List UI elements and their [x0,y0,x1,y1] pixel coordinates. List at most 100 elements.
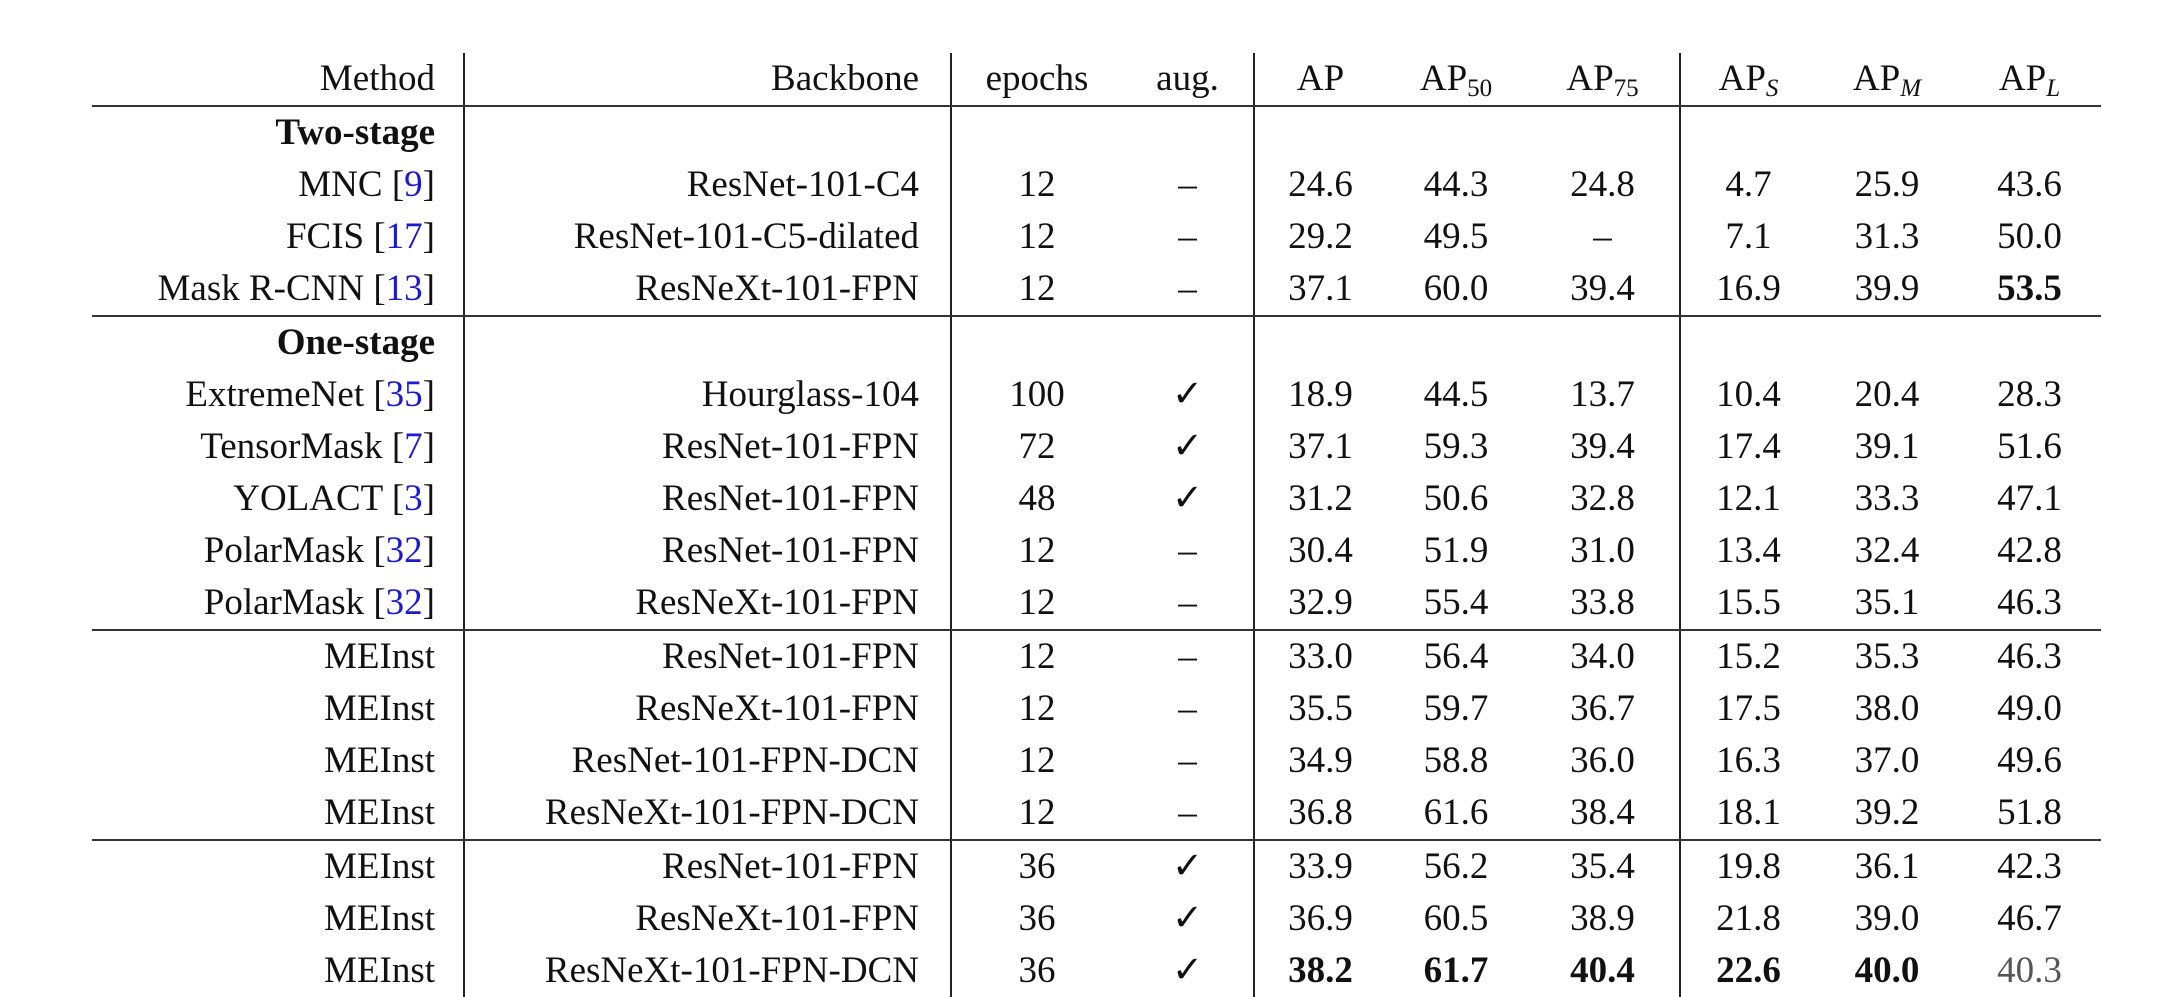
metric-cell: 42.3 [1997,846,2062,887]
metric-cell: 29.2 [1253,211,1386,263]
check-mark-icon: ✓ [1171,426,1203,467]
metric-cell: 46.3 [1997,636,2062,677]
metric-cell: 49.5 [1423,216,1489,257]
section-label: Two-stage [275,112,435,153]
method-cell: MNC [9] [298,164,435,205]
method-cell: MEInst [92,893,464,945]
metric-cell: 38.4 [1526,787,1680,841]
method-name: TensorMask [200,426,383,467]
metric-cell: 40.0 [1854,950,1920,991]
metric-cell: 10.4 [1679,369,1816,421]
method-name: MEInst [324,846,435,887]
method-name: MEInst [324,636,435,677]
method-name: MEInst [324,792,435,833]
dash-cell: – [1178,216,1197,257]
metric-cell: 28.3 [1997,374,2062,415]
metric-cell: 49.0 [1997,688,2062,729]
metric-base: AP [1998,58,2047,99]
metric-cell: 33.3 [1854,478,1920,519]
epochs-cell: 12 [950,577,1122,631]
citation-link[interactable]: 32 [385,530,423,571]
metric-cell: 60.0 [1386,263,1526,317]
method-name: MNC [298,164,383,205]
metric-cell: 46.7 [1997,898,2062,939]
table-row: FCIS [17] ResNet-101-C5-dilated 12 – 29.2 49.… [92,211,2101,263]
backbone-cell: ResNet-101-FPN [463,473,951,525]
table-row: MEInst ResNet-101-FPN 36 ✓ 33.9 56.2 35.4 19.8 3… [92,840,2101,893]
backbone-cell: ResNet-101-C4 [463,159,951,211]
table-row: MEInst ResNeXt-101-FPN-DCN 12–36.8 61.6 38.4… [92,787,2101,841]
dash-cell: – [1178,636,1197,677]
method-name: MEInst [324,740,435,781]
metric-cell: 13.7 [1570,374,1635,415]
section-label: One-stage [276,322,435,363]
metric-cell: 42.8 [1997,530,2062,571]
table-row: MEInst ResNeXt-101-FPN 12 – 35.5 59.7 36.7 17.5… [92,683,2101,735]
metric-cell: 47.1 [1997,478,2062,519]
header-row: Method Backbone epochs aug. AP AP50 AP75… [92,53,2101,107]
method-cell: FCIS [17] [285,216,435,257]
header-metric: APL [1958,53,2101,107]
backbone-cell: ResNet-101-FPN [463,421,951,473]
method-name: FCIS [285,216,365,257]
metric-cell: 13.4 [1679,525,1816,577]
header-backbone: Backbone [463,53,951,107]
metric-cell: 18.1 [1679,787,1816,841]
metric-cell: 40.3 [1997,950,2062,991]
metric-cell: 17.5 [1679,683,1816,735]
metric-sub: M [1900,75,1922,102]
metric-cell: 30.4 [1253,525,1386,577]
metric-cell: 33.8 [1526,577,1680,631]
citation-link[interactable]: 35 [385,374,423,415]
metric-cell: 39.4 [1570,426,1635,467]
metric-cell: 16.3 [1679,735,1816,787]
epochs-cell: 12 [950,787,1122,841]
citation-link[interactable]: 17 [385,216,423,257]
metric-cell: 4.7 [1679,159,1816,211]
citation-link[interactable]: 32 [385,582,423,623]
method-cell: PolarMask [32] [203,530,435,571]
metric-cell [1526,106,1680,159]
method-cell: ExtremeNet [35] [185,374,435,415]
method-cell: YOLACT [3] [233,478,435,519]
metric-cell: 15.5 [1679,577,1816,631]
dash-cell: – [1122,787,1254,841]
method-name: MEInst [324,950,435,991]
header-metric: APM [1816,53,1958,107]
metric-cell: 31.3 [1854,216,1920,257]
metric-cell: 60.5 [1423,898,1489,939]
method-cell: PolarMask [32] [92,577,464,631]
method-name: Mask R-CNN [157,268,365,309]
aug-cell [1122,316,1254,369]
metric-cell: 36.1 [1854,846,1920,887]
metric-cell: 46.3 [1958,577,2101,631]
check-mark-icon: ✓ [1171,478,1203,519]
metric-cell: 37.1 [1253,421,1386,473]
table-row: MEInst ResNeXt-101-FPN 36 ✓ 36.9 60.5 38.9 21.8… [92,893,2101,945]
header-metric: AP [1253,53,1386,107]
backbone-cell: Hourglass-104 [463,369,951,421]
metric-cell: 35.4 [1570,846,1635,887]
epochs-cell: 36 [950,893,1122,945]
citation-link[interactable]: 13 [385,268,423,309]
citation-link[interactable]: 7 [404,426,423,467]
table-row: PolarMask [32] ResNet-101-FPN 12 – 30.4 51.9 3… [92,525,2101,577]
metric-cell: 53.5 [1958,263,2101,317]
check-mark-icon: ✓ [1171,950,1203,991]
header-metric: AP50 [1386,53,1526,107]
metric-cell: 36.0 [1570,740,1635,781]
metric-cell: 33.9 [1253,840,1386,893]
metric-cell: 51.9 [1423,530,1489,571]
citation-link[interactable]: 9 [404,164,423,205]
table-row: MNC [9] ResNet-101-C4 12 – 24.6 44.3 24.8 4.7 25… [92,159,2101,211]
header-epochs: epochs [950,53,1122,107]
metric-base: AP [1566,58,1614,99]
metric-cell: 31.2 [1253,473,1386,525]
metric-cell: 34.0 [1570,636,1635,677]
backbone-cell: ResNeXt-101-FPN [463,577,951,631]
citation-link[interactable]: 3 [404,478,423,519]
metric-sub: S [1765,75,1779,102]
backbone-cell: ResNeXt-101-FPN [463,263,951,317]
backbone-cell: ResNet-101-FPN-DCN [463,735,951,787]
table-row: YOLACT [3] ResNet-101-FPN 48 ✓ 31.2 50.6 32.8 1… [92,473,2101,525]
